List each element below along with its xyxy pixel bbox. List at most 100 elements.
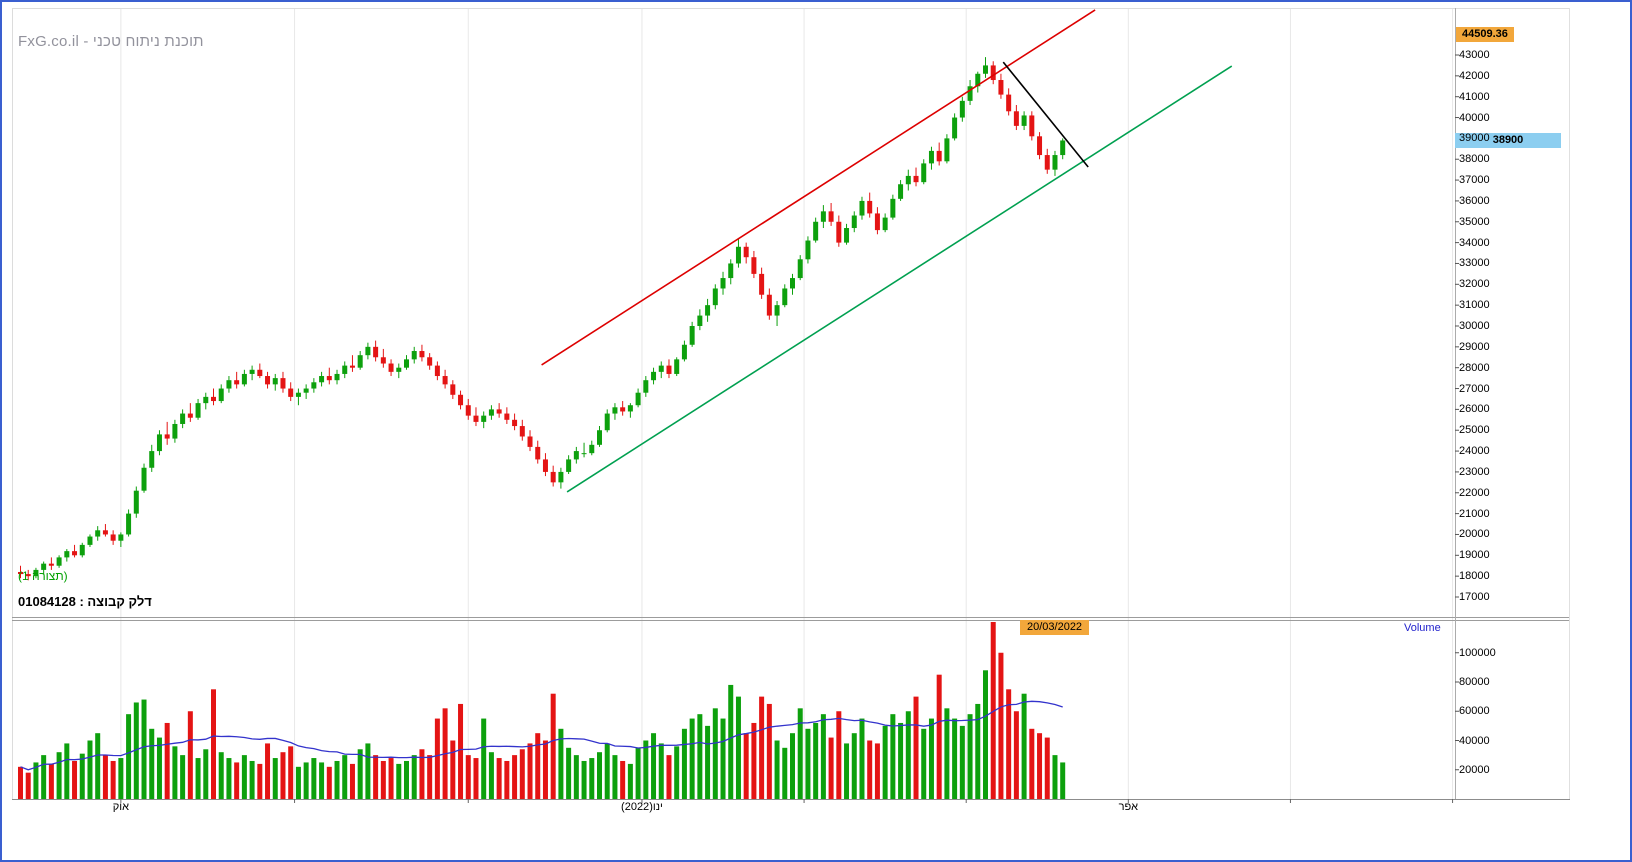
volume-bar bbox=[249, 760, 255, 799]
volume-bar bbox=[1044, 737, 1050, 799]
upper-channel-trendline[interactable] bbox=[541, 9, 1096, 366]
volume-bar bbox=[882, 725, 888, 799]
candle-body bbox=[944, 138, 950, 162]
candle-body bbox=[295, 392, 301, 397]
candle-body bbox=[890, 198, 896, 218]
price-tick-label: 22000 bbox=[1459, 486, 1490, 499]
candle-body bbox=[720, 278, 726, 289]
price-tick-label: 32000 bbox=[1459, 278, 1490, 291]
volume-tick-label: 80000 bbox=[1459, 676, 1490, 688]
breakdown-trendline[interactable] bbox=[1002, 61, 1089, 168]
volume-bar bbox=[627, 763, 633, 799]
lower-channel-trendline[interactable] bbox=[566, 65, 1233, 493]
volume-bar bbox=[419, 749, 425, 799]
volume-bar bbox=[481, 718, 487, 799]
candle-body bbox=[373, 346, 379, 358]
candle-body bbox=[728, 263, 734, 279]
candle-body bbox=[697, 315, 703, 326]
volume-bar bbox=[48, 763, 54, 799]
candle-body bbox=[434, 365, 440, 377]
volume-bar bbox=[635, 747, 641, 799]
volume-bar bbox=[25, 772, 31, 799]
volume-bar bbox=[905, 711, 911, 799]
candle-body bbox=[33, 569, 39, 577]
volume-bar bbox=[782, 747, 788, 799]
volume-bar bbox=[550, 693, 556, 799]
volume-bar bbox=[1029, 728, 1035, 799]
volume-bar bbox=[874, 743, 880, 799]
candle-body bbox=[627, 405, 633, 412]
candle-body bbox=[102, 530, 108, 535]
candle-body bbox=[766, 294, 772, 316]
candle-body bbox=[836, 221, 842, 243]
candle-body bbox=[759, 273, 765, 295]
volume-bar bbox=[1006, 689, 1012, 799]
candle-body bbox=[658, 365, 664, 372]
price-tick-label: 25000 bbox=[1459, 424, 1490, 437]
price-tick-label: 21000 bbox=[1459, 507, 1490, 520]
month-label: ינו(2022) bbox=[621, 801, 663, 813]
candle-body bbox=[1013, 111, 1019, 126]
candle-body bbox=[156, 434, 162, 452]
volume-bar bbox=[272, 758, 278, 799]
candle-body bbox=[110, 534, 116, 541]
volume-bar bbox=[334, 760, 340, 799]
candle-body bbox=[311, 382, 317, 389]
candle-body bbox=[126, 513, 132, 535]
price-tick-label: 43000 bbox=[1459, 49, 1490, 61]
volume-bar bbox=[797, 708, 803, 799]
price-tick-label: 35000 bbox=[1459, 215, 1490, 228]
volume-bar bbox=[589, 758, 595, 799]
volume-bar bbox=[257, 763, 263, 799]
volume-bar bbox=[820, 714, 826, 799]
candle-body bbox=[41, 563, 47, 570]
volume-bar bbox=[172, 746, 178, 799]
candle-body bbox=[249, 369, 255, 374]
volume-tick-label: 40000 bbox=[1459, 734, 1490, 747]
volume-bar bbox=[180, 755, 186, 799]
volume-bar bbox=[643, 740, 649, 799]
candle-body bbox=[303, 388, 309, 393]
candle-body bbox=[1006, 94, 1012, 112]
volume-bar bbox=[720, 718, 726, 799]
volume-bar bbox=[620, 760, 626, 799]
candle-body bbox=[133, 490, 139, 514]
candle-body bbox=[87, 536, 93, 545]
volume-bar bbox=[79, 753, 85, 799]
price-tick-label: 37000 bbox=[1459, 174, 1490, 187]
volume-bar bbox=[288, 746, 294, 799]
price-tick-label: 34000 bbox=[1459, 236, 1490, 249]
volume-tick-label: 100000 bbox=[1459, 646, 1496, 659]
candle-body bbox=[874, 213, 880, 231]
candle-body bbox=[867, 200, 873, 214]
candle-body bbox=[566, 459, 572, 472]
volume-bar bbox=[118, 758, 124, 799]
candle-body bbox=[241, 373, 247, 385]
volume-bar bbox=[211, 689, 216, 799]
volume-bar bbox=[728, 684, 734, 799]
volume-bar bbox=[411, 755, 417, 799]
candle-body bbox=[751, 257, 757, 274]
price-tick-label: 30000 bbox=[1459, 320, 1490, 332]
candle-body bbox=[990, 65, 996, 81]
volume-bar bbox=[859, 718, 865, 799]
volume-bar bbox=[712, 708, 718, 799]
candle-body bbox=[928, 150, 934, 164]
volume-bar bbox=[998, 652, 1004, 799]
candle-body bbox=[936, 150, 942, 162]
candle-body bbox=[496, 409, 502, 414]
candle-body bbox=[473, 415, 479, 422]
volume-bar bbox=[766, 703, 772, 799]
volume-bar bbox=[658, 743, 664, 799]
volume-bar bbox=[581, 760, 587, 799]
volume-bar bbox=[921, 728, 927, 799]
candle-body bbox=[465, 405, 471, 416]
candle-body bbox=[952, 117, 958, 139]
volume-bar bbox=[326, 766, 332, 799]
volume-bar bbox=[18, 766, 23, 799]
candle-body bbox=[844, 228, 850, 243]
volume-bar bbox=[735, 696, 741, 799]
volume-bar bbox=[465, 755, 471, 799]
